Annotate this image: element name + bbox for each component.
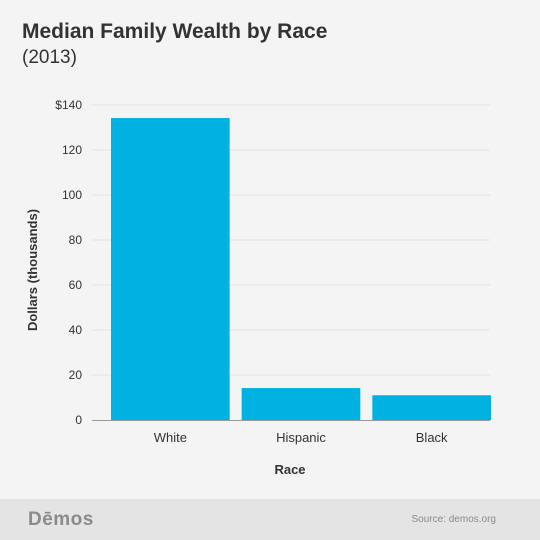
y-axis-label: Dollars (thousands) [25, 209, 40, 331]
y-tick-label: 100 [62, 188, 82, 202]
x-tick-label-black: Black [416, 430, 448, 445]
bar-white [111, 118, 230, 421]
bar-chart: 0 20 40 60 80 100 120 $140 White Hispanic Black R… [25, 98, 491, 477]
x-tick-labels: White Hispanic Black [154, 430, 448, 445]
bar-hispanic [241, 388, 361, 420]
y-tick-label: 40 [69, 323, 83, 337]
source-note: Source: demos.org [411, 514, 497, 525]
chart-subtitle: (2013) [22, 47, 77, 68]
x-tick-label-hispanic: Hispanic [276, 430, 326, 445]
y-tick-labels: 0 20 40 60 80 100 120 $140 [55, 98, 82, 427]
brand-logo: Dēmos [28, 509, 94, 530]
x-tick-label-white: White [154, 430, 187, 445]
bars [111, 118, 491, 421]
x-axis-label: Race [274, 462, 305, 477]
y-tick-label: 60 [69, 278, 83, 292]
y-tick-label: 80 [69, 233, 83, 247]
chart-title: Median Family Wealth by Race [22, 20, 328, 43]
footer: Dēmos Source: demos.org [0, 499, 540, 540]
bar-black [372, 395, 491, 420]
y-tick-label: 120 [62, 143, 82, 157]
y-tick-label: 20 [69, 368, 83, 382]
y-tick-label: 0 [75, 413, 82, 427]
y-tick-label: $140 [55, 98, 82, 112]
